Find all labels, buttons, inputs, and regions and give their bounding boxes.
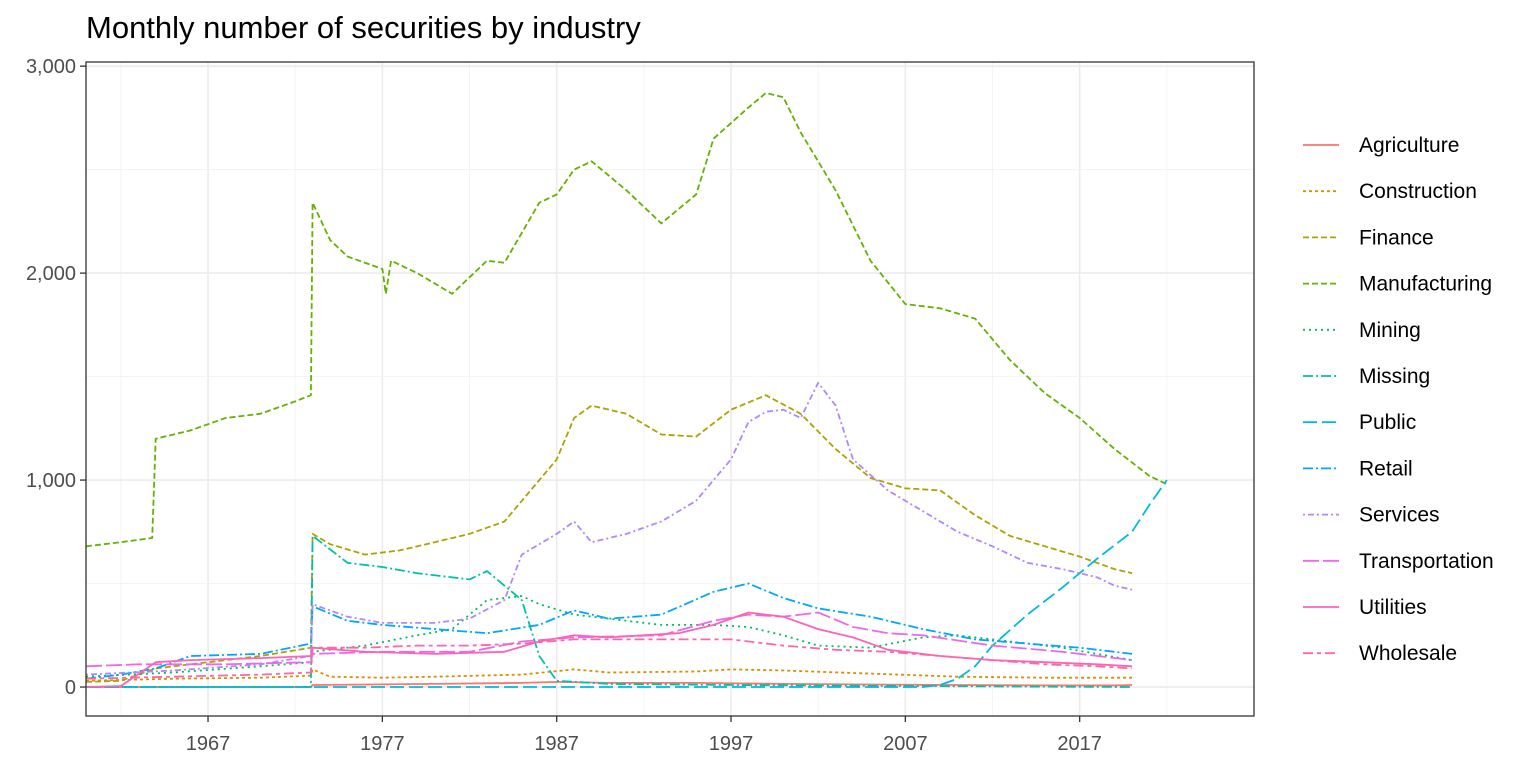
legend-label: Public — [1359, 411, 1416, 434]
x-tick-label: 1997 — [709, 733, 754, 755]
series-lines — [85, 92, 1168, 688]
plot-border — [85, 61, 1255, 717]
legend: Agriculture Construction Finance Manufactur… — [1303, 134, 1494, 665]
x-tick-label: 1967 — [186, 733, 231, 755]
series-line-manufacturing — [85, 92, 1168, 548]
series-line-missing — [86, 535, 1133, 688]
series-line-retail — [85, 582, 1133, 680]
x-tick-label: 1977 — [360, 733, 405, 755]
series-line-agriculture — [86, 681, 1133, 688]
legend-label: Construction — [1359, 180, 1477, 203]
legend-label: Utilities — [1359, 596, 1427, 619]
legend-label: Mining — [1359, 319, 1421, 342]
legend-label: Missing — [1359, 365, 1430, 388]
x-tick-label: 1987 — [534, 733, 579, 755]
y-tick-label: 1,000 — [26, 470, 76, 492]
legend-label: Finance — [1359, 226, 1434, 249]
legend-label: Transportation — [1359, 550, 1494, 573]
legend-label: Agriculture — [1359, 134, 1459, 157]
series-line-public — [86, 479, 1168, 688]
x-tick-label: 2017 — [1057, 733, 1102, 755]
x-tick-label: 2007 — [883, 733, 928, 755]
y-tick-label: 0 — [65, 677, 76, 699]
legend-label: Wholesale — [1359, 642, 1457, 665]
y-tick-label: 3,000 — [26, 56, 76, 78]
axes: 0 1,000 2,000 3,000 1967 1977 1987 1997 2007 2017 — [26, 56, 1102, 755]
series-line-construction — [85, 668, 1132, 682]
y-tick-label: 2,000 — [26, 263, 76, 285]
chart-title: Monthly number of securities by industry — [86, 10, 641, 45]
legend-label: Services — [1359, 504, 1440, 527]
series-line-services — [85, 381, 1133, 676]
plot-background — [86, 62, 1254, 716]
legend-label: Retail — [1359, 457, 1413, 480]
series-line-utilities — [85, 611, 1133, 688]
legend-label: Manufacturing — [1359, 273, 1492, 296]
